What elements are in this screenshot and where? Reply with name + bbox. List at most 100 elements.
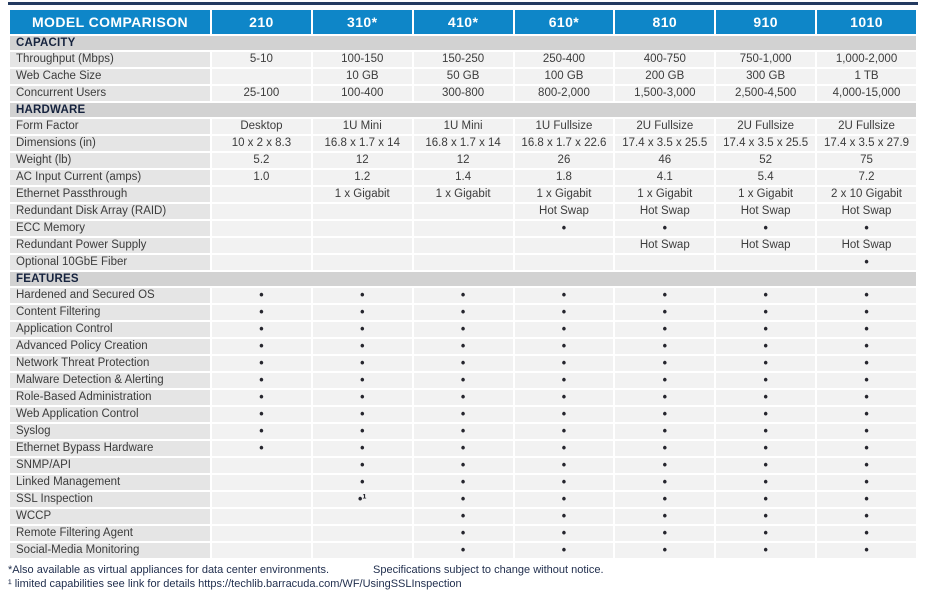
feature-dot: • [514,288,614,303]
feature-dot: • [413,543,513,558]
cell-value [716,255,816,270]
cell-value: 1.4 [413,170,513,185]
feature-dot: • [716,509,816,524]
cell-value: 300 GB [716,69,816,84]
cell-value [212,458,311,473]
feature-dot: • [716,441,816,456]
table-row: Advanced Policy Creation • • • • • • • [10,339,916,354]
cell-value: 400-750 [615,52,715,67]
feature-dot: • [413,458,513,473]
cell-value: 5.4 [716,170,816,185]
row-label: Dimensions (in) [10,136,210,151]
feature-dot: • [817,339,916,354]
table-row: Remote Filtering Agent • • • • • [10,526,916,541]
feature-dot: • [817,407,916,422]
row-label: Role-Based Administration [10,390,210,405]
feature-dot: • [212,305,311,320]
cell-value: 2U Fullsize [615,119,715,134]
cell-value: Hot Swap [817,204,916,219]
feature-dot: • [514,509,614,524]
feature-dot: • [615,390,715,405]
cell-value: 16.8 x 1.7 x 14 [312,136,412,151]
feature-dot: • [212,407,311,422]
table-row: Malware Detection & Alerting • • • • • • • [10,373,916,388]
row-label: Content Filtering [10,305,210,320]
cell-value: 1.8 [514,170,614,185]
cell-value: 25-100 [212,86,311,101]
cell-value: Hot Swap [615,238,715,253]
feature-dot: • [413,356,513,371]
header-model-310: 310* [312,10,412,34]
cell-value: 1U Mini [413,119,513,134]
feature-dot: • [514,492,614,507]
feature-dot: • [413,339,513,354]
feature-dot: • [413,322,513,337]
feature-dot: • [817,458,916,473]
table-row: Hardened and Secured OS • • • • • • • [10,288,916,303]
cell-value [413,255,513,270]
feature-dot: • [716,322,816,337]
feature-dot: • [413,492,513,507]
cell-value [212,204,311,219]
feature-dot: • [312,424,412,439]
feature-dot: • [716,424,816,439]
cell-value [212,221,311,236]
row-label: SSL Inspection [10,492,210,507]
feature-dot: • [716,492,816,507]
feature-dot: • [514,305,614,320]
table-row: Concurrent Users 25-100 100-400 300-800 800-… [10,86,916,101]
table-row: Optional 10GbE Fiber • [10,255,916,270]
cell-value [212,238,311,253]
feature-dot: • [312,356,412,371]
cell-value: 16.8 x 1.7 x 22.6 [514,136,614,151]
cell-value: 2U Fullsize [817,119,916,134]
row-label: Linked Management [10,475,210,490]
row-label: Advanced Policy Creation [10,339,210,354]
cell-value [615,255,715,270]
cell-value: 100-150 [312,52,412,67]
cell-value: 4.1 [615,170,715,185]
cell-value: Hot Swap [817,238,916,253]
row-label: Ethernet Bypass Hardware [10,441,210,456]
table-row: Social-Media Monitoring • • • • • [10,543,916,558]
cell-value [212,492,311,507]
feature-dot: • [514,407,614,422]
row-label: Remote Filtering Agent [10,526,210,541]
header-model-410: 410* [413,10,513,34]
row-label: Redundant Disk Array (RAID) [10,204,210,219]
table-row: Role-Based Administration • • • • • • • [10,390,916,405]
table-row: SNMP/API • • • • • • [10,458,916,473]
row-label: Web Application Control [10,407,210,422]
feature-dot: • [716,288,816,303]
feature-dot: • [615,458,715,473]
cell-value: Hot Swap [615,204,715,219]
feature-dot: • [514,441,614,456]
section-header-hardware: HARDWARE [10,103,916,117]
cell-value [514,255,614,270]
feature-dot: • [817,322,916,337]
row-label: Malware Detection & Alerting [10,373,210,388]
cell-value: 1 x Gigabit [312,187,412,202]
cell-value: 16.8 x 1.7 x 14 [413,136,513,151]
row-label: ECC Memory [10,221,210,236]
cell-value: 1.0 [212,170,311,185]
feature-dot: • [312,475,412,490]
feature-dot: • [413,441,513,456]
cell-value: 12 [413,153,513,168]
row-label: Ethernet Passthrough [10,187,210,202]
cell-value: 2 x 10 Gigabit [817,187,916,202]
feature-dot: • [817,543,916,558]
table-row: Web Application Control • • • • • • • [10,407,916,422]
feature-dot: • [615,339,715,354]
row-label: AC Input Current (amps) [10,170,210,185]
cell-value: 800-2,000 [514,86,614,101]
feature-dot: • [312,322,412,337]
feature-dot: • [514,458,614,473]
cell-value: 17.4 x 3.5 x 27.9 [817,136,916,151]
table-row: ECC Memory • • • • [10,221,916,236]
feature-dot: • [514,390,614,405]
feature-dot: • [514,356,614,371]
row-label: Syslog [10,424,210,439]
